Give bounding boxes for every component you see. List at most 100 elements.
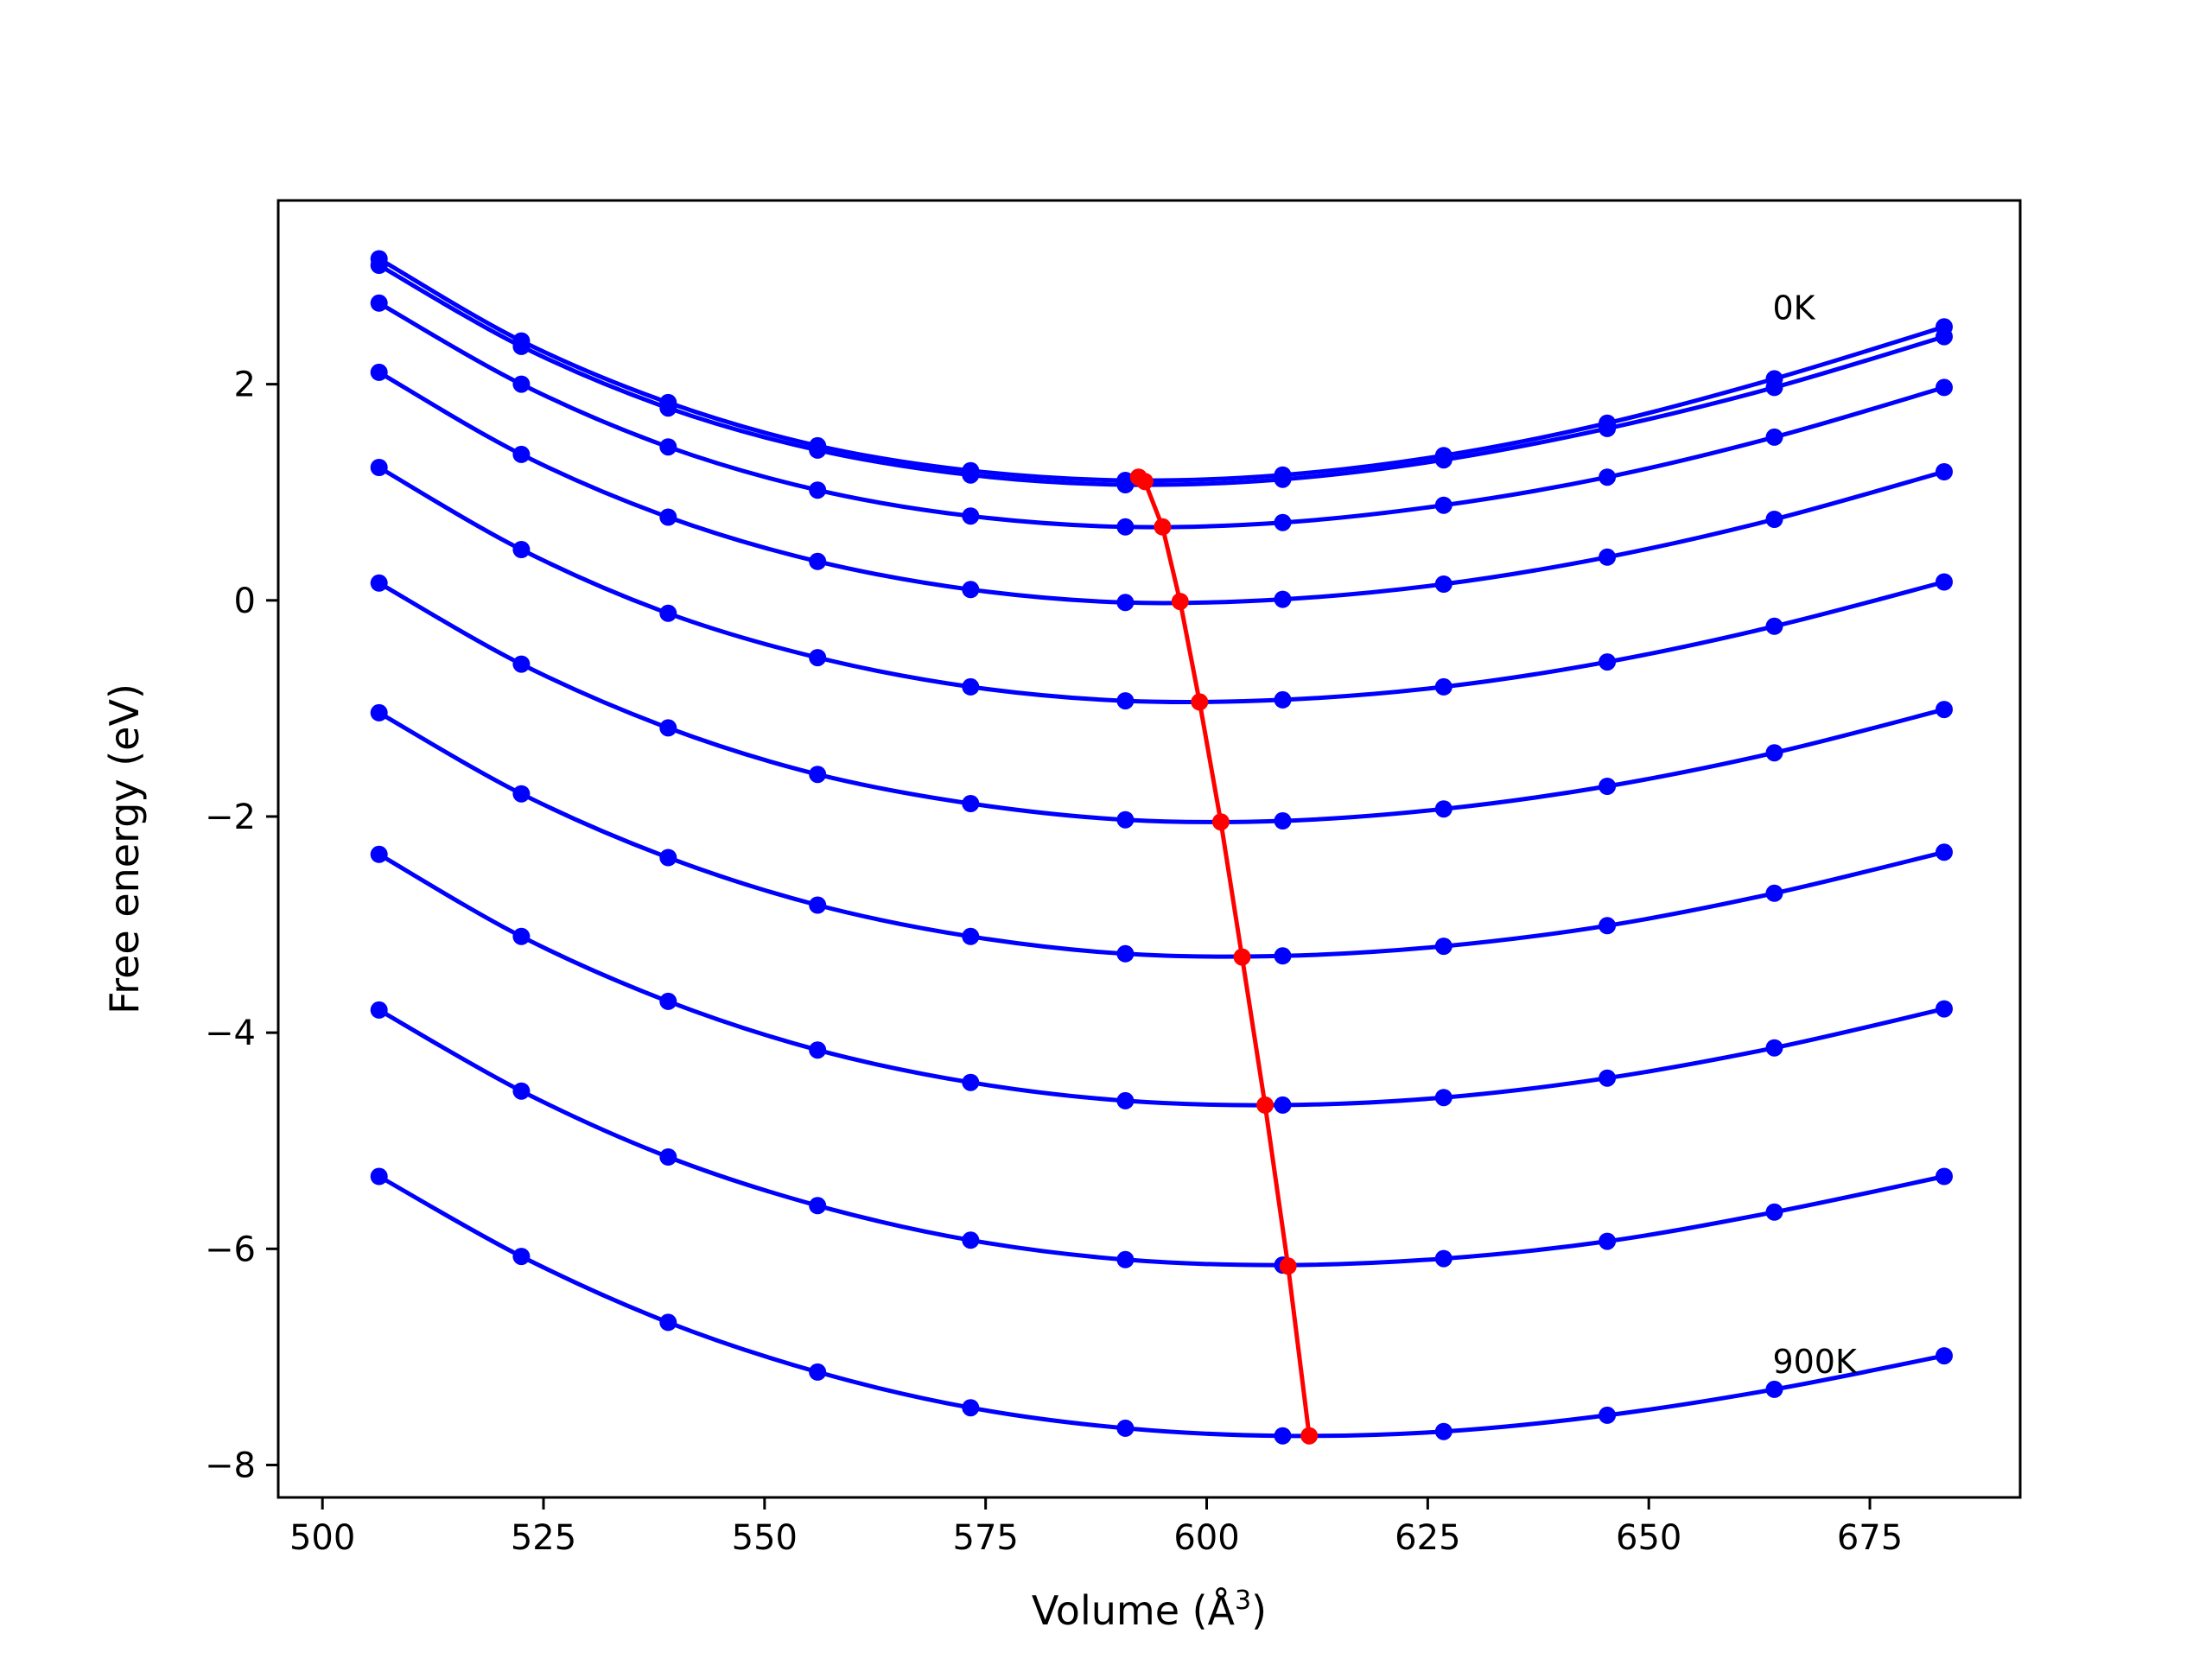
isotherm-point: [962, 1399, 980, 1417]
isotherm-point: [1116, 518, 1135, 536]
x-tick-label: 600: [1173, 1518, 1239, 1558]
isotherm-point: [1936, 1167, 1953, 1185]
isotherm-5: [370, 574, 1953, 830]
minimum-point: [1279, 1257, 1297, 1275]
x-tick-label: 575: [953, 1518, 1019, 1558]
isotherm-point: [962, 581, 980, 599]
y-tick-label: −4: [205, 1014, 256, 1053]
y-tick-label: −8: [205, 1446, 256, 1485]
isotherm-7: [370, 845, 1953, 1114]
isotherm-point: [1434, 938, 1452, 956]
isotherm-point: [1765, 1039, 1783, 1057]
isotherm-point: [512, 541, 531, 558]
isotherm-point: [1116, 1091, 1135, 1109]
isotherm-point: [1116, 1419, 1135, 1437]
isotherm-point: [512, 337, 531, 355]
isotherm-point: [1599, 1069, 1617, 1087]
y-axis-ticks: −8 −6 −4 −2 0 2: [205, 365, 278, 1485]
temperature-annotation: 0K: [1772, 289, 1815, 327]
isotherm-2: [370, 294, 1953, 536]
minimum-point: [1154, 518, 1172, 536]
isotherm-point: [1434, 800, 1452, 818]
isotherm-line: [378, 852, 1945, 1108]
isotherm-point: [962, 1231, 980, 1249]
minimum-point: [1300, 1427, 1319, 1445]
isotherm-point: [1936, 378, 1953, 397]
isotherm-line: [378, 257, 1945, 483]
y-tick-label: −2: [205, 798, 256, 837]
isotherm-6: [370, 703, 1953, 965]
isotherm-line: [378, 1007, 1945, 1268]
isotherm-point: [962, 466, 980, 484]
isotherm-point: [1116, 810, 1135, 829]
isotherm-point: [1434, 451, 1452, 469]
isotherm-point: [370, 257, 388, 274]
isotherm-point: [1936, 463, 1953, 480]
minimum-point: [1256, 1096, 1274, 1114]
isotherm-line: [378, 301, 1945, 530]
isotherm-point: [1274, 947, 1292, 965]
isotherm-point: [659, 438, 677, 456]
isotherm-point: [1936, 1000, 1953, 1018]
x-tick-label: 625: [1395, 1518, 1460, 1558]
isotherm-point: [1434, 1089, 1452, 1107]
isotherm-point: [809, 552, 827, 570]
isotherm-point: [370, 294, 388, 312]
isotherm-point: [370, 363, 388, 381]
isotherm-point: [809, 896, 827, 914]
isotherm-point: [1765, 428, 1783, 446]
isotherm-point: [659, 399, 677, 417]
annotations: 0K 900K: [1772, 289, 1858, 1382]
isotherm-point: [1274, 1427, 1292, 1445]
isotherm-point: [1936, 573, 1953, 591]
isotherm-point: [1765, 1380, 1783, 1398]
isotherm-point: [659, 1148, 677, 1166]
isotherm-point: [1599, 917, 1617, 935]
isotherm-point: [1765, 884, 1783, 902]
isotherm-point: [809, 1041, 827, 1059]
isotherm-point: [1765, 378, 1783, 397]
isotherm-point: [370, 703, 388, 721]
isotherm-point: [370, 1167, 388, 1185]
isotherm-9: [370, 1167, 1953, 1445]
isotherm-point: [1599, 548, 1617, 566]
isotherm-point: [370, 459, 388, 476]
isotherm-point: [659, 849, 677, 867]
isotherm-line: [378, 710, 1945, 959]
plot-area-frame: [276, 199, 2022, 1499]
isotherm-8: [370, 1001, 1953, 1274]
isotherm-point: [962, 795, 980, 812]
x-tick-label: 675: [1837, 1518, 1903, 1558]
minimum-point: [1211, 813, 1230, 831]
isotherm-point: [1936, 327, 1953, 346]
isotherm-4: [370, 459, 1953, 710]
isotherm-point: [659, 719, 677, 737]
isotherm-point: [512, 927, 531, 945]
isotherm-point: [809, 1363, 827, 1381]
isotherm-point: [1599, 653, 1617, 671]
isotherm-line: [378, 465, 1945, 705]
isotherm-point: [1599, 1232, 1617, 1250]
isotherm-point: [512, 375, 531, 393]
minimum-point: [1135, 473, 1154, 491]
isotherm-point: [962, 1073, 980, 1091]
isotherm-point: [1274, 513, 1292, 531]
isotherm-point: [1765, 511, 1783, 528]
isotherm-point: [809, 649, 827, 667]
y-tick-label: 2: [234, 365, 256, 405]
isotherm-1: [370, 257, 1953, 493]
isotherm-point: [1116, 594, 1135, 612]
isotherm-point: [809, 481, 827, 499]
minimum-point: [1191, 693, 1209, 711]
x-axis-ticks: 500 525 550 575 600 625 650 675: [289, 1497, 1903, 1558]
isotherm-point: [962, 927, 980, 945]
isotherm-point: [1274, 470, 1292, 488]
isotherm-point: [1274, 690, 1292, 709]
isotherm-point: [809, 441, 827, 459]
isotherm-point: [512, 785, 531, 803]
isotherm-point: [1599, 778, 1617, 795]
isotherm-point: [370, 574, 388, 592]
minimum-energy-path: [1129, 468, 1319, 1445]
isotherm-point: [512, 655, 531, 673]
